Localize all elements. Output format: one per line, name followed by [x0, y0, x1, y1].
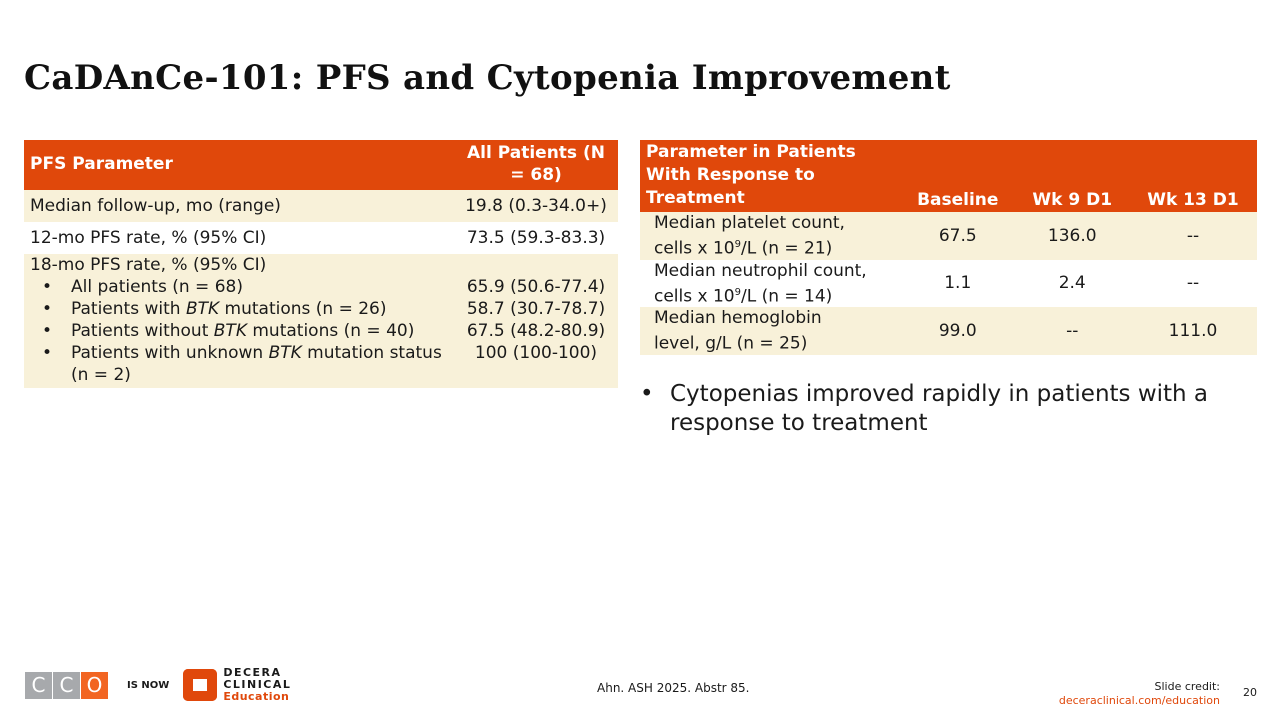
cell-value: 67.5 — [900, 212, 1016, 260]
cco-letter: C — [53, 671, 80, 699]
table-row: 18-mo PFS rate, % (95% CI) All patients … — [24, 254, 618, 388]
bullet-point: • Cytopenias improved rapidly in patients… — [640, 380, 1220, 438]
credit-label: Slide credit: — [1154, 680, 1221, 693]
cell-value: 1.1 — [944, 273, 972, 294]
row-label: Median hemoglobin level, g/L (n = 25) — [640, 307, 900, 355]
slide-credit: Slide credit: deceraclinical.com/educatio… — [1059, 680, 1220, 708]
row-value: 73.5 (59.3-83.3) — [466, 228, 606, 248]
table-row: Median platelet count, cells x 109/L (n =… — [640, 212, 1257, 260]
row-label: 18-mo PFS rate, % (95% CI) — [30, 255, 267, 275]
table-row: Median follow-up, mo (range) 19.8 (0.3-34… — [24, 190, 618, 222]
is-now-text: IS NOW — [127, 679, 170, 691]
decera-text: DECERA — [223, 666, 282, 679]
cell-value: -- — [1015, 307, 1129, 355]
bullet-text: Cytopenias improved rapidly in patients … — [670, 381, 1209, 436]
table-row: Median hemoglobin level, g/L (n = 25) 99.0… — [640, 307, 1257, 355]
decera-mark-icon — [183, 669, 218, 701]
subgroup-value: 100 (100-100) — [474, 343, 598, 363]
row-value: 19.8 (0.3-34.0+) — [454, 190, 618, 222]
row-label: 12-mo PFS rate, % (95% CI) — [30, 228, 267, 248]
cell-value: 136.0 — [1015, 212, 1129, 260]
subgroup-value: 67.5 (48.2-80.9) — [466, 321, 606, 341]
header-all-patients: All Patients (N = 68) — [454, 140, 618, 190]
row-label: Median platelet count, cells x 109/L (n =… — [640, 212, 900, 260]
cell-value: 99.0 — [900, 307, 1016, 355]
row-label: Median follow-up, mo (range) — [24, 190, 454, 222]
subgroup-label: Patients with BTK mutations (n = 26) — [30, 298, 448, 320]
cytopenia-table: Parameter in Patients With Response to T… — [640, 140, 1257, 355]
cell-value: 2.4 — [1058, 273, 1086, 294]
page-number: 20 — [1243, 686, 1257, 699]
subgroup-value: 58.7 (30.7-78.7) — [466, 299, 606, 319]
cco-letter: C — [25, 671, 52, 699]
clinical-text: CLINICAL — [223, 678, 292, 691]
footer-logo: C C O IS NOW DECERA CLINICAL Education — [25, 667, 291, 703]
cell-value: 111.0 — [1128, 307, 1257, 355]
cco-logo: C C O — [25, 671, 109, 699]
header-wk9: Wk 9 D1 — [1015, 140, 1129, 212]
header-baseline: Baseline — [900, 140, 1016, 212]
subgroup-label: All patients (n = 68) — [30, 276, 448, 298]
pfs-table: PFS Parameter All Patients (N = 68) Medi… — [24, 140, 618, 388]
row-label: Median neutrophil count, cells x 109/L (n… — [654, 260, 867, 307]
cell-value: -- — [1128, 212, 1257, 260]
citation: Ahn. ASH 2025. Abstr 85. — [597, 681, 750, 695]
header-pfs-parameter: PFS Parameter — [24, 140, 454, 190]
cell-value: -- — [1186, 273, 1200, 294]
cco-letter: O — [81, 671, 108, 699]
credit-link[interactable]: deceraclinical.com/education — [1058, 694, 1220, 707]
subgroup-label: Patients with unknown BTK mutation statu… — [30, 342, 448, 386]
table-row: Median neutrophil count, cells x 109/L (n… — [640, 260, 1257, 308]
slide-title: CaDAnCe-101: PFS and Cytopenia Improveme… — [24, 58, 951, 98]
header-wk13: Wk 13 D1 — [1128, 140, 1257, 212]
subgroup-value: 65.9 (50.6-77.4) — [466, 277, 606, 297]
header-parameter: Parameter in Patients With Response to T… — [640, 140, 900, 212]
table-row: 12-mo PFS rate, % (95% CI) 73.5 (59.3-83.… — [24, 222, 618, 254]
decera-logo: DECERA CLINICAL Education — [183, 667, 291, 703]
subgroup-label: Patients without BTK mutations (n = 40) — [30, 320, 448, 342]
education-text: Education — [223, 690, 290, 703]
